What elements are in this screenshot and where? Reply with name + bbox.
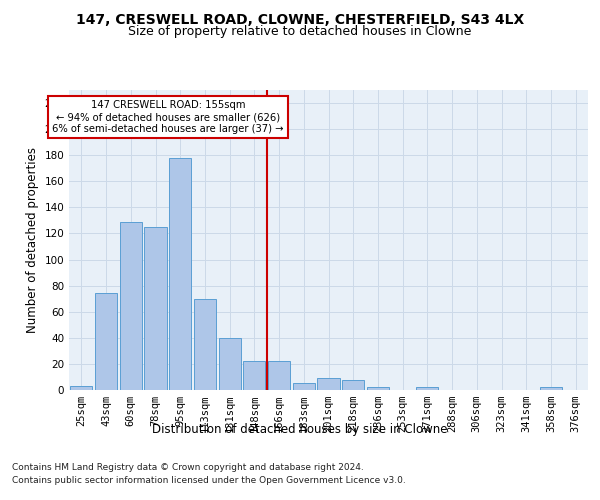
Bar [317, 378, 340, 390]
Bar [342, 380, 364, 390]
Bar [268, 362, 290, 390]
Bar [169, 158, 191, 390]
Bar [416, 388, 439, 390]
Text: 147 CRESWELL ROAD: 155sqm
← 94% of detached houses are smaller (626)
6% of semi-: 147 CRESWELL ROAD: 155sqm ← 94% of detac… [52, 100, 284, 134]
Bar [194, 298, 216, 390]
Bar [70, 386, 92, 390]
Text: Distribution of detached houses by size in Clowne: Distribution of detached houses by size … [152, 422, 448, 436]
Bar [145, 227, 167, 390]
Bar [293, 384, 315, 390]
Bar [367, 388, 389, 390]
Text: 147, CRESWELL ROAD, CLOWNE, CHESTERFIELD, S43 4LX: 147, CRESWELL ROAD, CLOWNE, CHESTERFIELD… [76, 12, 524, 26]
Text: Contains HM Land Registry data © Crown copyright and database right 2024.: Contains HM Land Registry data © Crown c… [12, 462, 364, 471]
Bar [119, 222, 142, 390]
Bar [218, 338, 241, 390]
Y-axis label: Number of detached properties: Number of detached properties [26, 147, 39, 333]
Bar [540, 388, 562, 390]
Text: Contains public sector information licensed under the Open Government Licence v3: Contains public sector information licen… [12, 476, 406, 485]
Bar [243, 362, 265, 390]
Bar [95, 294, 117, 390]
Text: Size of property relative to detached houses in Clowne: Size of property relative to detached ho… [128, 25, 472, 38]
